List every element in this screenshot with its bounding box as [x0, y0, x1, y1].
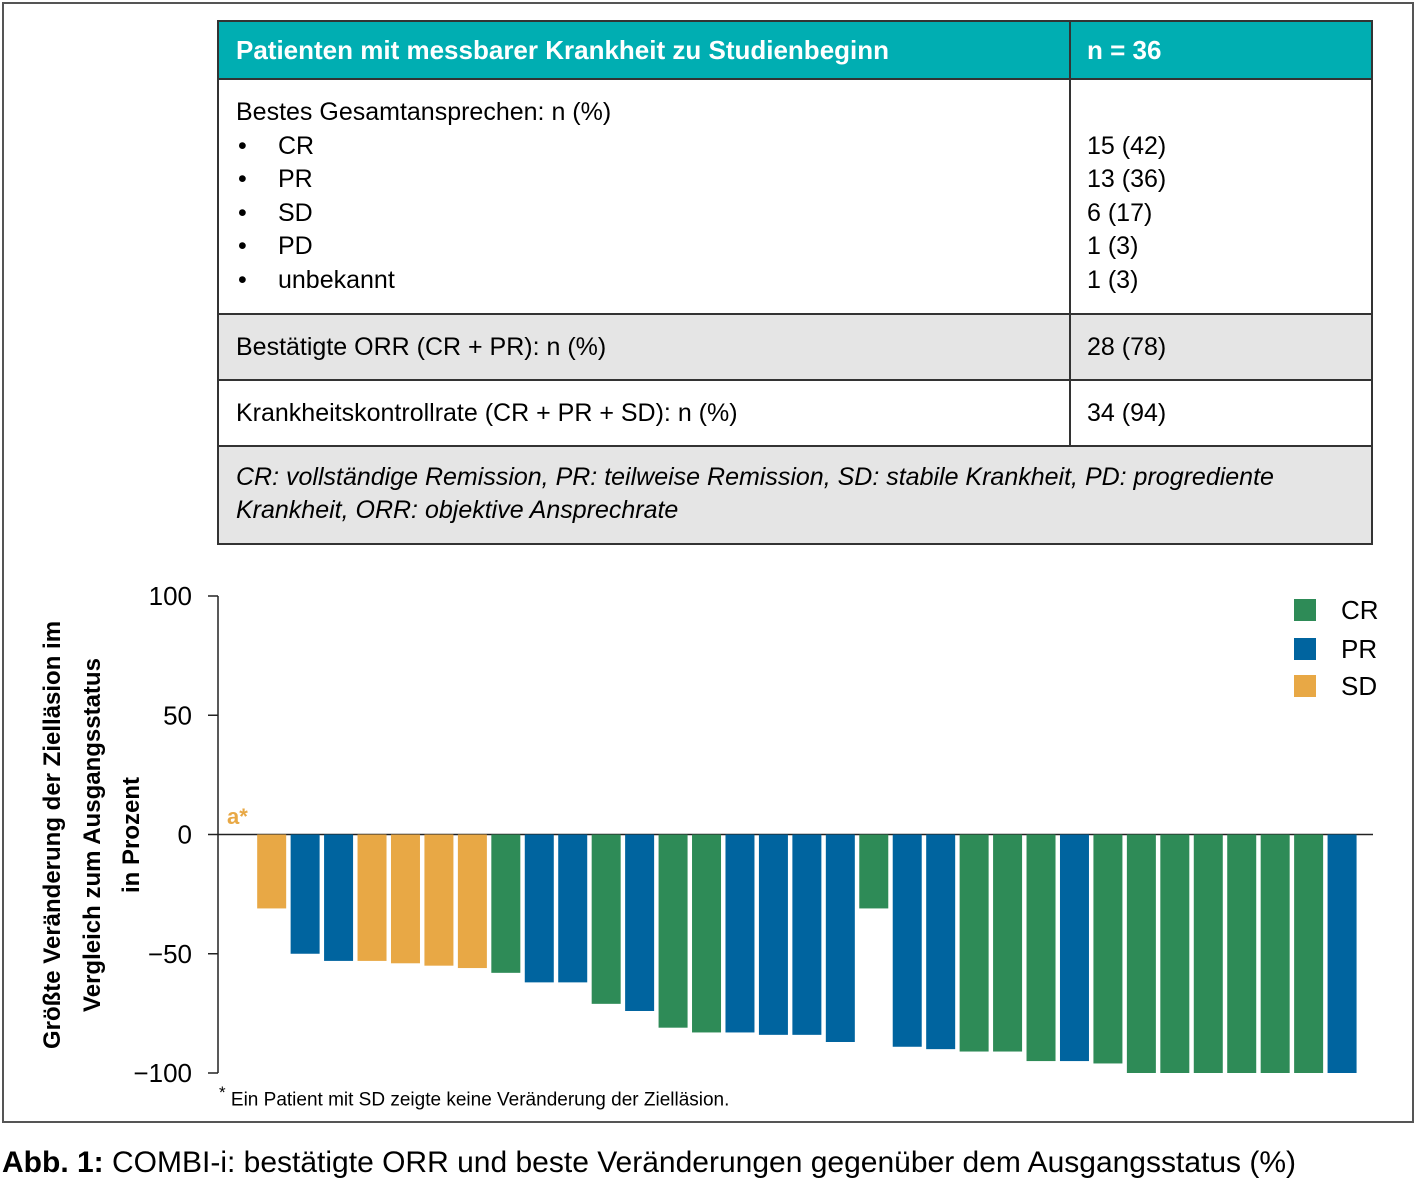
dcr-value: 34 (94): [1087, 398, 1167, 427]
legend-label: SD: [1341, 671, 1377, 701]
response-labels: Bestes Gesamtansprechen: n (%) • CR • PR •…: [219, 80, 1071, 313]
bar-cr: [1126, 834, 1156, 1073]
table-footnote-row: CR: vollständige Remission, PR: teilweis…: [219, 445, 1371, 543]
bar-cr: [1260, 834, 1290, 1073]
bar-cr: [1160, 834, 1190, 1073]
results-table: Patienten mit messbarer Krankheit zu Stu…: [217, 20, 1373, 545]
y-tick-label: −50: [148, 939, 192, 969]
figure-caption: Abb. 1: COMBI-i: bestätigte ORR und best…: [2, 1146, 1296, 1180]
table-header-label: Patienten mit messbarer Krankheit zu Stu…: [219, 22, 1071, 78]
y-tick-label: 0: [178, 820, 192, 850]
response-value: 6 (17): [1087, 198, 1153, 227]
bar-pr: [524, 834, 554, 983]
table-orr-row: Bestätigte ORR (CR + PR): n (%) 28 (78): [219, 313, 1371, 379]
list-item: • SD: [238, 198, 313, 227]
bar-cr: [959, 834, 989, 1052]
bar-sd: [457, 834, 487, 969]
bar-cr: [1193, 834, 1223, 1073]
bar-pr: [1327, 834, 1357, 1073]
response-value: 13 (36): [1087, 165, 1167, 193]
footnote-mark: *: [219, 1083, 226, 1102]
bar-cr: [491, 834, 521, 973]
y-tick-label: 50: [163, 700, 192, 730]
bar-pr: [558, 834, 588, 983]
y-tick-label: −100: [133, 1058, 192, 1088]
list-item: • unbekannt: [238, 265, 395, 294]
bar-cr: [1227, 834, 1257, 1073]
y-axis-label-line: Größte Veränderung der Zielläsion im: [39, 621, 66, 1049]
bar-cr: [859, 834, 889, 909]
legend-label: PR: [1341, 634, 1377, 664]
bar-pr: [926, 834, 956, 1050]
figure-frame: [2, 2, 1414, 1123]
bar-pr: [290, 834, 320, 954]
bar-pr: [758, 834, 788, 1035]
list-item: • PR: [238, 165, 313, 193]
bar-cr: [658, 834, 688, 1028]
legend-swatch-sd: [1294, 675, 1316, 697]
caption-label: Abb. 1:: [2, 1146, 104, 1179]
legend-label: CR: [1341, 595, 1379, 625]
dcr-label: Krankheitskontrollrate (CR + PR + SD): n…: [219, 381, 1071, 445]
y-tick-label: 100: [149, 581, 192, 611]
response-value: 1 (3): [1087, 265, 1139, 294]
orr-value: 28 (78): [1087, 332, 1167, 361]
table-footnote: CR: vollständige Remission, PR: teilweis…: [219, 447, 1371, 543]
bar-sd: [357, 834, 387, 961]
bar-pr: [825, 834, 855, 1042]
bar-pr: [625, 834, 655, 1011]
table-header-value: n = 36: [1087, 34, 1162, 65]
bar-sd: [257, 834, 287, 909]
response-value: 1 (3): [1087, 232, 1139, 260]
list-item: • PD: [238, 232, 313, 260]
legend-swatch-pr: [1294, 638, 1316, 660]
bar-cr: [692, 834, 722, 1033]
table-header-row: Patienten mit messbarer Krankheit zu Stu…: [219, 22, 1371, 78]
bar-cr: [1294, 834, 1324, 1073]
bar-sd: [424, 834, 454, 966]
annotation-label: a*: [227, 804, 248, 829]
table-footnote-line: CR: vollständige Remission, PR: teilweis…: [236, 463, 1274, 491]
response-title: Bestes Gesamtansprechen: n (%): [236, 98, 612, 126]
table-response-row: Bestes Gesamtansprechen: n (%) • CR • PR •…: [219, 78, 1371, 313]
bar-pr: [324, 834, 354, 961]
table-dcr-row: Krankheitskontrollrate (CR + PR + SD): n…: [219, 379, 1371, 445]
table-footnote-line: Krankheit, ORR: objektive Ansprechrate: [236, 496, 679, 524]
y-axis-label-line: in Prozent: [118, 777, 145, 893]
orr-label: Bestätigte ORR (CR + PR): n (%): [219, 315, 1071, 379]
y-axis-label-line: Vergleich zum Ausgangsstatus: [79, 658, 106, 1012]
bar-cr: [1093, 834, 1123, 1064]
bar-pr: [1059, 834, 1089, 1062]
bar-sd: [390, 834, 420, 964]
legend-swatch-cr: [1294, 599, 1316, 621]
response-values: 15 (42) 13 (36) 6 (17) 1 (3) 1 (3): [1071, 80, 1371, 313]
bar-cr: [993, 834, 1023, 1052]
bar-pr: [725, 834, 755, 1033]
caption-text: COMBI-i: bestätigte ORR und beste Veränd…: [103, 1146, 1297, 1179]
footnote-text: Ein Patient mit SD zeigte keine Veränder…: [230, 1089, 730, 1111]
bar-cr: [591, 834, 621, 1004]
bar-pr: [892, 834, 922, 1047]
response-value: 15 (42): [1087, 131, 1167, 160]
chart-footnote: * Ein Patient mit SD zeigte keine Veränd…: [219, 1083, 729, 1111]
bar-pr: [792, 834, 822, 1035]
list-item: • CR: [238, 131, 315, 160]
bar-cr: [1026, 834, 1056, 1062]
